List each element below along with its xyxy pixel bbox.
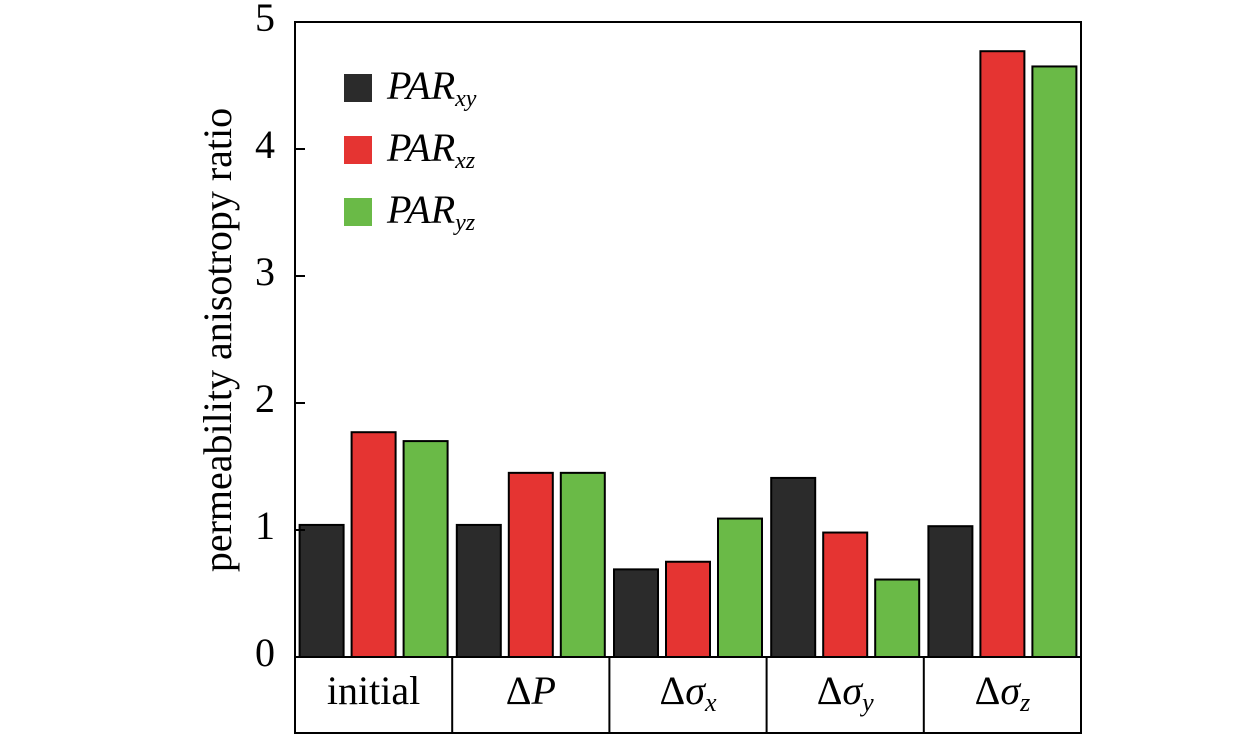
axes-layer: [294, 21, 1082, 734]
y-tick-label: 1: [255, 503, 275, 548]
y-ticks: 0 1 2 3 4 5: [255, 0, 305, 675]
bar-PARyz-2: [717, 517, 763, 658]
legend-label-PARxz: PARxz: [386, 125, 476, 173]
y-tick-label: 2: [255, 376, 275, 421]
bar-PARxz-4: [979, 50, 1026, 658]
bar-PARyz-4: [1031, 65, 1078, 658]
bar-PARyz-0: [402, 440, 449, 658]
category-label-1: ΔP: [506, 668, 556, 713]
legend-swatch-PARyz: [344, 198, 372, 226]
category-label-3: Δσy: [817, 668, 874, 717]
bar-PARxz-3: [822, 531, 869, 658]
bar-PARxy-3: [770, 476, 817, 658]
bar-PARxy-0: [298, 523, 345, 658]
y-tick-label: 5: [255, 0, 275, 40]
category-labels: initial ΔP Δσx Δσy Δσz: [327, 668, 1030, 717]
bar-PARxz-2: [665, 560, 711, 658]
category-label-2: Δσx: [659, 668, 716, 717]
category-label-0: initial: [327, 668, 420, 713]
bar-PARyz-1: [559, 471, 606, 658]
bar-PARxy-4: [927, 525, 974, 658]
legend-swatch-PARxy: [344, 74, 372, 102]
y-axis-title: permeability anisotropy ratio: [195, 108, 240, 572]
legend-label-PARyz: PARyz: [386, 187, 476, 235]
y-tick-label: 3: [255, 249, 275, 294]
category-label-4: Δσz: [975, 668, 1031, 717]
legend: PARxy PARxz PARyz: [344, 63, 477, 236]
bars-layer: [298, 50, 1078, 659]
category-box: [294, 656, 1082, 734]
legend-label-PARxy: PARxy: [386, 63, 477, 111]
y-tick-label: 4: [255, 122, 275, 167]
bar-PARxz-1: [507, 471, 554, 658]
legend-swatch-PARxz: [344, 136, 372, 164]
y-tick-label: 0: [255, 630, 275, 675]
bar-PARxy-2: [613, 568, 659, 658]
bar-PARxz-0: [350, 431, 397, 658]
bar-PARyz-3: [874, 578, 921, 659]
bar-PARxy-1: [455, 523, 502, 658]
